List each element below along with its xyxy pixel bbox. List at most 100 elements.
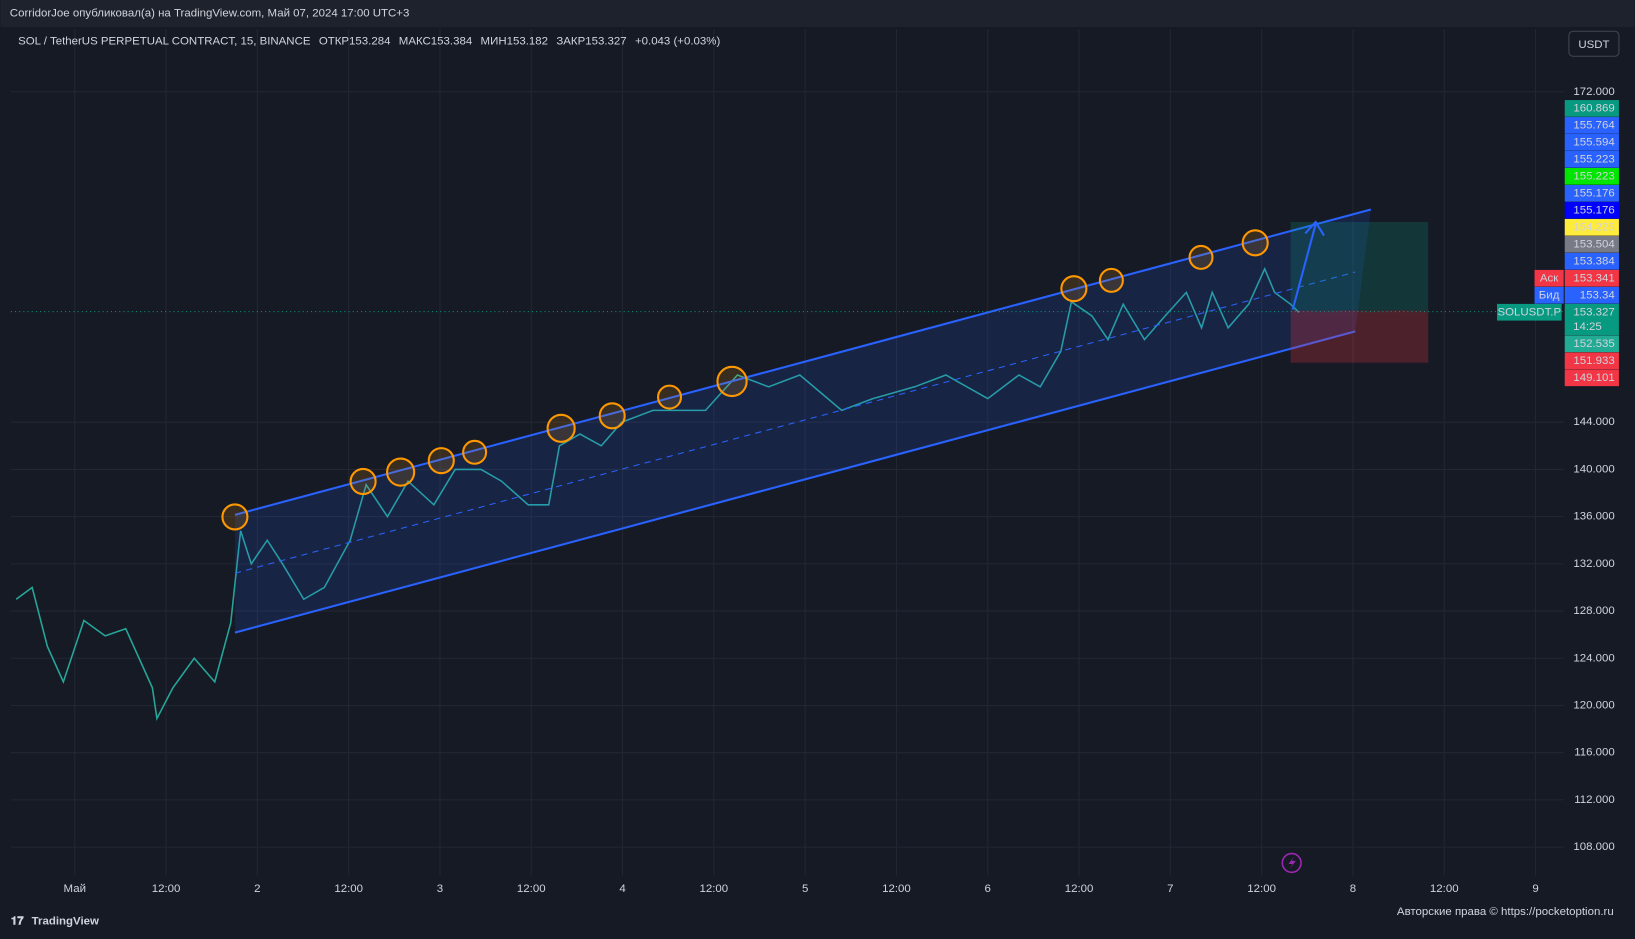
x-tick-label: 9 [1532, 883, 1538, 895]
touch [221, 503, 249, 531]
target-zone [1290, 221, 1429, 311]
price-label: 154.225 [1573, 221, 1614, 233]
price-labels: 160.869 155.764 155.594 155.223 155.223 155.1… [1496, 100, 1619, 387]
touch [1060, 275, 1088, 303]
price-label: 155.176 [1573, 204, 1614, 216]
price-label-box [1564, 286, 1619, 304]
y-tick-label: 120.000 [1573, 700, 1614, 712]
touch [427, 447, 455, 475]
y-tick-label: 128.000 [1573, 605, 1614, 617]
price-label: 151.933 [1573, 355, 1614, 367]
x-tick-label: 12:00 [1430, 883, 1459, 895]
price-label: 153.341 [1573, 272, 1614, 284]
arrow [1291, 223, 1317, 310]
event-icon[interactable] [1281, 852, 1302, 874]
price-label: 160.869 [1573, 102, 1614, 114]
price-label-box [1564, 335, 1619, 353]
price-line [15, 266, 1300, 721]
logo-mark: 𝟏𝟕 [11, 915, 24, 927]
ohlc-value: 153.327 [585, 36, 626, 48]
x-tick-label: 12:00 [152, 883, 181, 895]
price-label: 153.504 [1573, 238, 1615, 250]
touch [1241, 229, 1269, 257]
y-tick-label: 116.000 [1574, 747, 1615, 759]
currency: USDT [1578, 39, 1609, 51]
y-tick-label: 124.000 [1573, 652, 1614, 664]
event-icon-bolt [1288, 856, 1296, 870]
price-label: 153.384 [1573, 255, 1615, 267]
tag-box [1534, 269, 1564, 287]
top-bar [0, 0, 1635, 28]
touch [546, 413, 576, 443]
y-tick-label: 112.000 [1574, 794, 1615, 806]
x-tick-label: 12:00 [334, 883, 363, 895]
price-label-box [1564, 252, 1619, 270]
price-label: 155.764 [1573, 119, 1615, 131]
stop-zone [1290, 310, 1429, 363]
legend: SOL / TetherUS PERPETUAL CONTRACT, 15, B… [18, 36, 720, 48]
ohlc-value: 153.182 [507, 36, 548, 48]
x-tick-label: 12:00 [1065, 883, 1094, 895]
price-label: 155.594 [1573, 136, 1615, 148]
touch [386, 457, 416, 487]
price-label-box [1564, 303, 1619, 336]
x-tick-label: 12:00 [882, 883, 911, 895]
touch [657, 384, 683, 410]
logo: TradingView [32, 915, 99, 927]
tag-label: SOLUSDT.P [1497, 306, 1561, 318]
ohlc-label: ЗАКР [556, 36, 585, 48]
price-label: 152.535 [1573, 338, 1614, 350]
price-label-box [1564, 167, 1619, 185]
tag-label: Бид [1539, 289, 1560, 301]
ohlc-value: 153.284 [349, 36, 391, 48]
touch [349, 467, 377, 496]
tag-box [1534, 286, 1564, 304]
watermark: Авторские права © https://pocketoption.r… [1397, 906, 1614, 918]
x-tick-label: 4 [619, 883, 626, 895]
arrow-head [1304, 220, 1325, 237]
price-label-box [1564, 151, 1619, 168]
y-tick-label: 132.000 [1573, 558, 1614, 570]
price-label: 153.34 [1580, 289, 1616, 301]
touch [598, 402, 626, 430]
published: CorridorJoe опубликовал(а) на TradingVie… [10, 8, 410, 20]
touch [716, 365, 748, 398]
touch [462, 439, 488, 465]
price-timer: 14:25 [1573, 321, 1602, 333]
price-label: 155.223 [1573, 153, 1614, 165]
currency-button[interactable] [1568, 30, 1620, 57]
price-label-box [1564, 117, 1619, 134]
x-tick-label: 8 [1350, 883, 1356, 895]
tag-box [1496, 303, 1562, 321]
x-tick-label: 3 [437, 883, 443, 895]
price-label-box [1564, 134, 1619, 151]
channel-lower [234, 330, 1356, 634]
plot-area [10, 29, 1564, 876]
touch [1098, 267, 1124, 293]
price-label-box [1564, 235, 1619, 253]
plot [10, 29, 1564, 876]
symbol: SOL / TetherUS PERPETUAL CONTRACT, 15, B… [18, 36, 311, 48]
price-label: 155.176 [1573, 187, 1614, 199]
x-tick-label: Май [64, 883, 86, 895]
price-label-box [1564, 184, 1619, 202]
ohlc-label: ОТКР [319, 36, 350, 48]
x-tick-label: 2 [254, 883, 260, 895]
ohlc-value: 153.384 [431, 36, 473, 48]
price-label: 155.223 [1573, 170, 1614, 182]
x-tick-label: 12:00 [517, 883, 546, 895]
x-tick-label: 12:00 [1247, 883, 1276, 895]
channel-upper [234, 208, 1372, 516]
price-label-box [1564, 352, 1619, 370]
price-label-box [1564, 269, 1619, 287]
x-tick-label: 6 [985, 883, 991, 895]
price-label-box [1564, 201, 1619, 219]
x-tick-label: 12:00 [700, 883, 729, 895]
ohlc-label: МИН [481, 36, 507, 48]
ohlc-label: МАКС [399, 36, 431, 48]
y-tick-label: 108.000 [1573, 841, 1614, 853]
touch-markers [221, 229, 1269, 531]
channel-mid [234, 271, 1356, 574]
